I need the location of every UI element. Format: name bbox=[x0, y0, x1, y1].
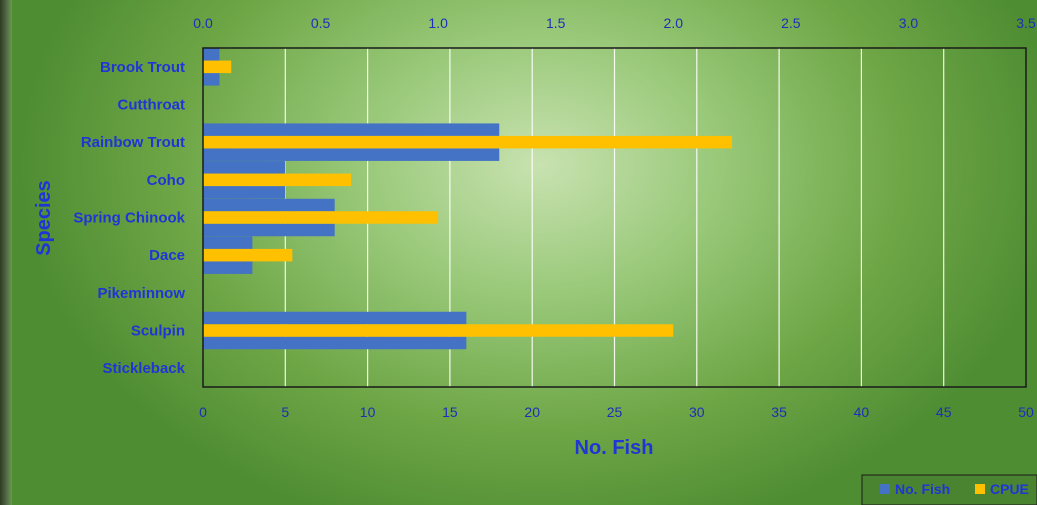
category-label: Sculpin bbox=[131, 323, 185, 340]
bar-no-fish-lower bbox=[203, 73, 220, 86]
bar-cpue bbox=[203, 248, 293, 262]
bar-cpue bbox=[203, 324, 674, 337]
bar-no-fish-lower bbox=[203, 186, 286, 199]
top-axis-ticks: 0.0 0.5 1.0 1.5 2.0 2.5 3.0 3.5 bbox=[193, 15, 1036, 31]
bottom-tick-label: 5 bbox=[281, 404, 289, 420]
bottom-tick-label: 15 bbox=[442, 404, 458, 420]
category-label: Brook Trout bbox=[100, 59, 185, 76]
bar-no-fish-lower bbox=[203, 223, 335, 237]
legend-label-no-fish: No. Fish bbox=[895, 481, 950, 497]
bar-no-fish-upper bbox=[203, 311, 467, 325]
legend: No. Fish CPUE bbox=[861, 474, 1037, 505]
bar-no-fish-lower bbox=[203, 261, 253, 274]
bar-cpue bbox=[203, 173, 352, 187]
top-tick-label: 1.5 bbox=[546, 15, 566, 31]
bar-no-fish-lower bbox=[203, 336, 467, 350]
legend-label-cpue: CPUE bbox=[990, 481, 1029, 497]
top-tick-label: 3.5 bbox=[1016, 15, 1036, 31]
bars bbox=[203, 48, 733, 350]
legend-swatch-no-fish bbox=[880, 484, 890, 494]
top-tick-label: 2.5 bbox=[781, 15, 801, 31]
category-label: Coho bbox=[147, 172, 185, 189]
bar-no-fish-lower bbox=[203, 148, 500, 161]
photo-edge bbox=[0, 0, 12, 505]
bar-no-fish-upper bbox=[203, 123, 500, 136]
bar-cpue bbox=[203, 211, 439, 224]
bottom-tick-label: 45 bbox=[936, 404, 952, 420]
bottom-tick-label: 20 bbox=[524, 404, 540, 420]
category-label: Dace bbox=[149, 247, 185, 264]
bottom-tick-label: 50 bbox=[1018, 404, 1034, 420]
bottom-axis-ticks: 0 5 10 15 20 25 30 35 40 45 50 bbox=[199, 404, 1034, 420]
category-labels: Brook Trout Cutthroat Rainbow Trout Coho Spr… bbox=[73, 59, 185, 377]
bar-cpue bbox=[203, 135, 733, 149]
bar-cpue bbox=[203, 60, 232, 74]
x-axis-title: No. Fish bbox=[575, 437, 654, 459]
y-axis-title: Species bbox=[33, 180, 55, 256]
bar-no-fish-upper bbox=[203, 236, 253, 249]
top-tick-label: 2.0 bbox=[664, 15, 684, 31]
category-label: Cutthroat bbox=[118, 97, 186, 114]
top-tick-label: 0.0 bbox=[193, 15, 213, 31]
legend-swatch-cpue bbox=[975, 484, 985, 494]
bar-no-fish-upper bbox=[203, 48, 220, 61]
bar-no-fish-upper bbox=[203, 161, 286, 174]
bottom-tick-label: 10 bbox=[360, 404, 376, 420]
bar-no-fish-upper bbox=[203, 198, 335, 212]
bottom-tick-label: 40 bbox=[854, 404, 870, 420]
top-tick-label: 0.5 bbox=[311, 15, 331, 31]
bottom-tick-label: 25 bbox=[607, 404, 623, 420]
plot-area-frame bbox=[202, 47, 1027, 388]
bottom-tick-label: 30 bbox=[689, 404, 705, 420]
top-tick-label: 1.0 bbox=[428, 15, 448, 31]
legend-box bbox=[861, 474, 1037, 505]
category-label: Rainbow Trout bbox=[81, 134, 185, 151]
top-tick-label: 3.0 bbox=[899, 15, 919, 31]
bottom-tick-label: 0 bbox=[199, 404, 207, 420]
category-label: Pikeminnow bbox=[97, 285, 185, 302]
bottom-tick-label: 35 bbox=[771, 404, 787, 420]
category-label: Spring Chinook bbox=[73, 210, 185, 227]
category-label: Stickleback bbox=[102, 360, 185, 377]
